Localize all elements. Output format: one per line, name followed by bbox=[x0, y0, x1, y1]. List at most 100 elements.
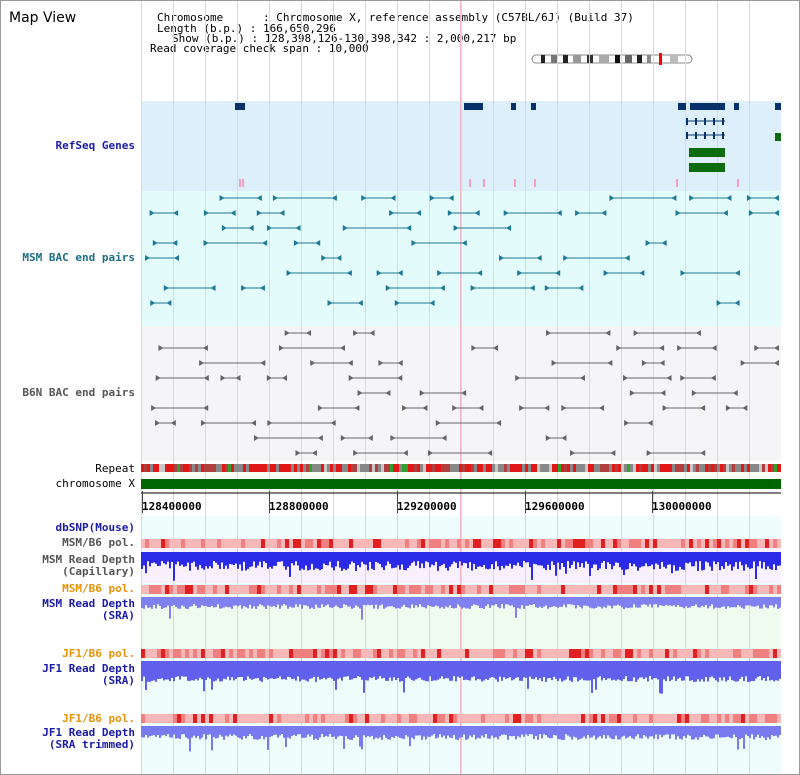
b6n-bac-pair-end bbox=[487, 450, 493, 456]
jf1-read-depth-sra-label[interactable]: JF1 Read Depth (SRA) bbox=[42, 662, 135, 687]
polymorphism-cell bbox=[753, 649, 757, 658]
read-depth-bar bbox=[615, 552, 617, 563]
read-depth-bar bbox=[627, 552, 629, 570]
polymorphism-cell bbox=[237, 585, 241, 594]
polymorphism-cell bbox=[697, 714, 701, 723]
read-depth-bar bbox=[701, 661, 703, 680]
msm-bac-track-label[interactable]: MSM BAC end pairs bbox=[22, 251, 135, 264]
repeat-segment bbox=[699, 464, 702, 472]
jf1-b6-pol-trimmed-label[interactable]: JF1/B6 pol. bbox=[62, 712, 135, 725]
read-depth-bar bbox=[211, 597, 213, 606]
read-depth-bar bbox=[221, 661, 223, 682]
polymorphism-cell bbox=[161, 585, 165, 594]
polymorphism-cell bbox=[313, 714, 317, 723]
polymorphism-cell bbox=[737, 539, 741, 548]
read-depth-bar bbox=[683, 661, 685, 681]
read-depth-bar bbox=[509, 661, 511, 678]
read-depth-bar bbox=[315, 597, 317, 605]
polymorphism-cell bbox=[741, 714, 745, 723]
read-depth-bar bbox=[311, 726, 313, 735]
read-depth-bar bbox=[221, 597, 223, 609]
b6n-bac-pair-end bbox=[354, 405, 360, 411]
repeat-segment bbox=[612, 464, 615, 472]
polymorphism-cell bbox=[493, 539, 497, 548]
read-depth-bar bbox=[617, 726, 619, 740]
read-depth-bar bbox=[189, 597, 191, 607]
read-depth-bar bbox=[673, 661, 675, 677]
track-canvas[interactable] bbox=[141, 1, 781, 775]
msm-b6-pol-label[interactable]: MSM/B6 pol. bbox=[62, 536, 135, 549]
polymorphism-cell bbox=[185, 714, 189, 723]
polymorphism-cell bbox=[337, 585, 341, 594]
b6n-bac-track-label[interactable]: B6N BAC end pairs bbox=[22, 386, 135, 399]
read-depth-bar bbox=[141, 552, 143, 569]
read-depth-bar bbox=[165, 661, 167, 680]
read-depth-bar bbox=[481, 661, 483, 682]
read-depth-bar bbox=[663, 552, 665, 567]
read-depth-bar bbox=[247, 552, 249, 569]
polymorphism-cell bbox=[753, 539, 757, 548]
read-depth-bar bbox=[749, 552, 751, 569]
read-depth-bar bbox=[167, 726, 169, 735]
read-depth-bar bbox=[741, 661, 743, 677]
polymorphism-cell bbox=[457, 539, 461, 548]
polymorphism-cell bbox=[721, 585, 725, 594]
dbsnp-track-label[interactable]: dbSNP(Mouse) bbox=[55, 521, 135, 534]
polymorphism-cell bbox=[249, 714, 253, 723]
read-depth-bar bbox=[563, 726, 565, 740]
b6n-bac-pair-end bbox=[666, 375, 672, 381]
chromosome-ideogram[interactable] bbox=[529, 51, 699, 67]
read-depth-bar bbox=[619, 552, 621, 568]
msm-read-depth-sra-label[interactable]: MSM Read Depth (SRA) bbox=[42, 597, 135, 622]
polymorphism-cell bbox=[141, 649, 145, 658]
read-depth-bar bbox=[505, 661, 507, 679]
read-depth-bar bbox=[201, 597, 203, 606]
repeat-segment bbox=[627, 464, 630, 472]
repeat-segment bbox=[702, 464, 705, 472]
read-depth-bar bbox=[297, 597, 299, 607]
msm-bac-pair-end bbox=[241, 285, 247, 291]
read-depth-bar bbox=[613, 552, 615, 566]
polymorphism-cell bbox=[713, 714, 717, 723]
msm-bac-pair-end bbox=[680, 270, 686, 276]
polymorphism-cell bbox=[777, 714, 781, 723]
repeat-segment bbox=[246, 464, 249, 472]
repeat-segment bbox=[657, 464, 660, 472]
read-depth-bar bbox=[493, 661, 495, 678]
polymorphism-cell bbox=[617, 539, 621, 548]
msm-read-depth-capillary-label[interactable]: MSM Read Depth (Capillary) bbox=[42, 553, 135, 578]
read-depth-bar bbox=[511, 726, 513, 737]
read-depth-bar bbox=[423, 661, 425, 681]
msm-b6-pol-sra-label[interactable]: MSM/B6 pol. bbox=[62, 582, 135, 595]
read-depth-bar bbox=[481, 552, 483, 567]
read-depth-bar bbox=[497, 597, 499, 608]
read-depth-bar bbox=[647, 552, 649, 567]
polymorphism-cell bbox=[569, 539, 573, 548]
refseq-track-label[interactable]: RefSeq Genes bbox=[55, 139, 135, 152]
read-depth-bar bbox=[689, 552, 691, 563]
polymorphism-cell bbox=[157, 585, 161, 594]
read-depth-bar bbox=[371, 661, 373, 679]
read-depth-bar bbox=[567, 597, 569, 605]
b6n-bac-pair-end bbox=[340, 435, 346, 441]
read-depth-bar bbox=[433, 661, 435, 681]
msm-bac-pair-end bbox=[529, 285, 535, 291]
polymorphism-cell bbox=[285, 539, 289, 548]
polymorphism-cell bbox=[585, 585, 589, 594]
read-depth-bar bbox=[709, 552, 711, 567]
read-depth-bar bbox=[387, 552, 389, 562]
read-depth-bar bbox=[221, 726, 223, 737]
polymorphism-cell bbox=[457, 714, 461, 723]
repeat-segment bbox=[504, 464, 507, 472]
jf1-read-depth-trimmed-label[interactable]: JF1 Read Depth (SRA trimmed) bbox=[42, 726, 135, 751]
jf1-b6-pol-label[interactable]: JF1/B6 pol. bbox=[62, 647, 135, 660]
read-depth-bar bbox=[391, 726, 393, 737]
read-depth-bar bbox=[247, 597, 249, 609]
repeat-segment bbox=[468, 464, 471, 472]
polymorphism-cell bbox=[597, 585, 601, 594]
polymorphism-cell bbox=[613, 649, 617, 658]
polymorphism-cell bbox=[717, 714, 721, 723]
msm-bac-pair-end bbox=[394, 300, 400, 306]
read-depth-bar bbox=[373, 726, 375, 740]
read-depth-bar bbox=[275, 552, 277, 566]
